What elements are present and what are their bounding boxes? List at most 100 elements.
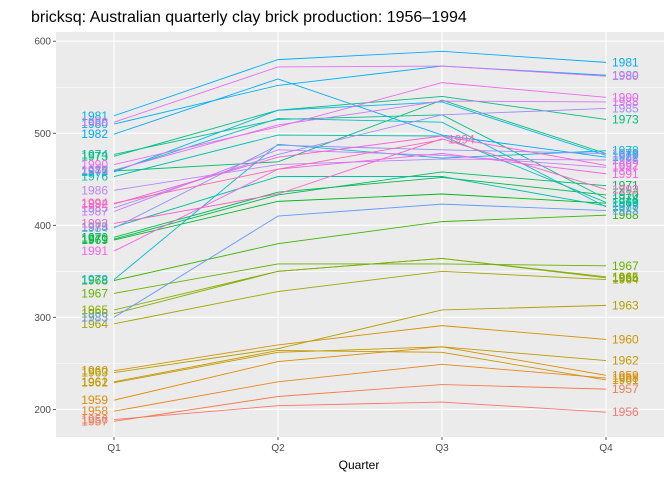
- series-line-1979: [113, 101, 607, 173]
- series-label-end: 1971: [612, 179, 639, 193]
- series-label-start: 1961: [81, 375, 108, 389]
- series-label-end: 1980: [612, 68, 639, 82]
- series-label-end: 1986: [612, 153, 639, 167]
- series-label-start: 1979: [81, 165, 108, 179]
- series-line-1989: [113, 65, 607, 123]
- series-label-start: 1978: [81, 273, 108, 287]
- series-label-start: 1991: [81, 244, 108, 258]
- series-label-start: 1974: [81, 147, 108, 161]
- series-label-start: 1968: [81, 274, 108, 288]
- series-line-1966: [113, 257, 607, 315]
- series-label-end: 1989: [612, 69, 639, 83]
- series-label-end: 1965: [612, 270, 639, 284]
- series-label-start: 1994: [81, 196, 108, 210]
- series-label-end: 1981: [612, 55, 639, 69]
- series-label-start: 1959: [81, 393, 108, 407]
- series-label-end: 1984: [612, 147, 639, 161]
- series-line-1957: [113, 384, 607, 422]
- series-labels: 1956195619571957195819581959195919601960…: [81, 55, 639, 428]
- series-label-start: 1958: [81, 404, 108, 418]
- series-lines: [113, 50, 607, 422]
- x-tick-label: Q4: [599, 443, 613, 454]
- series-line-1972: [113, 99, 607, 172]
- series-line-1974: [113, 114, 607, 200]
- series-label-end: 1960: [612, 332, 639, 346]
- series-line-1982: [113, 78, 607, 158]
- series-label-start: 1975: [81, 220, 108, 234]
- y-tick-label: 200: [34, 405, 51, 416]
- series-line-1988: [113, 100, 607, 171]
- series-label-end: 1977: [612, 200, 639, 214]
- series-line-1970: [113, 176, 607, 238]
- series-label-start: 1965: [81, 303, 108, 317]
- series-label-end: 1959: [612, 368, 639, 382]
- series-label-end: 1970: [612, 188, 639, 202]
- series-label-start: 1962: [81, 376, 108, 390]
- series-line-1962: [113, 346, 607, 384]
- series-label-start: 1972: [81, 164, 108, 178]
- x-tick-label: Q2: [271, 443, 285, 454]
- series-label-start: 1990: [81, 158, 108, 172]
- series-line-1992: [113, 135, 607, 205]
- series-label-end: 1973: [612, 112, 639, 126]
- series-line-1960: [113, 325, 607, 372]
- series-label-start: 1989: [81, 115, 108, 129]
- series-label-start: 1993: [81, 216, 108, 230]
- series-label-end: 1969: [612, 196, 639, 210]
- chart-title: bricksq: Australian quarterly clay brick…: [31, 9, 467, 26]
- series-line-1969: [113, 193, 607, 241]
- y-tick-label: 600: [34, 37, 51, 48]
- series-label-end: 1974: [612, 192, 639, 206]
- series-label-end: 1993: [612, 182, 639, 196]
- series-label-end: 1964: [612, 273, 639, 287]
- series-label-start: 1982: [81, 127, 108, 141]
- series-label-end: 1990: [612, 90, 639, 104]
- series-label-start: 1983: [81, 310, 108, 324]
- series-label-start: 1985: [81, 201, 108, 215]
- series-line-1981: [113, 50, 607, 117]
- series-label-start: 1956: [81, 413, 108, 427]
- series-line-1986: [113, 158, 607, 191]
- series-label-end: 1956: [612, 405, 639, 419]
- series-label-end: 1985: [612, 101, 639, 115]
- series-line-1983: [113, 203, 607, 318]
- x-axis-title: Quarter: [339, 458, 380, 472]
- series-label-start: 1981: [81, 109, 108, 123]
- series-label-start: 1986: [81, 183, 108, 197]
- series-label-start: 1966: [81, 307, 108, 321]
- series-line-1964: [113, 270, 607, 325]
- series-label-end: 1991: [612, 167, 639, 181]
- series-label-start: 1984: [81, 221, 108, 235]
- series-line-1961: [113, 350, 607, 383]
- series-line-1994: [113, 139, 443, 204]
- series-label-end: 1975: [612, 199, 639, 213]
- series-label-end: 1972: [612, 147, 639, 161]
- series-line-1967: [113, 263, 607, 294]
- series-label-start: 1988: [81, 163, 108, 177]
- series-label-end: 1958: [612, 371, 639, 385]
- series-line-1984: [113, 144, 607, 229]
- series-line-1958: [113, 363, 607, 412]
- series-label-start: 1976: [81, 170, 108, 184]
- series-line-1973: [113, 95, 607, 157]
- series-label-start: 1992: [81, 197, 108, 211]
- series-label-end: 1992: [612, 158, 639, 172]
- series-label-end: 1962: [612, 354, 639, 368]
- plot-panel: [56, 32, 664, 437]
- series-line-1956: [113, 401, 607, 420]
- series-line-1978: [113, 143, 607, 280]
- series-line-1968: [113, 214, 607, 281]
- series-label-start: 1971: [81, 232, 108, 246]
- series-label-start: 1969: [81, 233, 108, 247]
- series-label-end: 1957: [612, 382, 639, 396]
- series-label-end: 1979: [612, 148, 639, 162]
- series-label-start: 1987: [81, 204, 108, 218]
- series-label-end: 1966: [612, 271, 639, 285]
- x-axis: Q1 Q2 Q3 Q4: [107, 437, 613, 454]
- series-label-end: 1988: [612, 95, 639, 109]
- series-line-1971: [113, 171, 607, 240]
- series-line-1993: [113, 138, 607, 224]
- series-label-start: 1963: [81, 366, 108, 380]
- y-tick-label: 500: [34, 129, 51, 140]
